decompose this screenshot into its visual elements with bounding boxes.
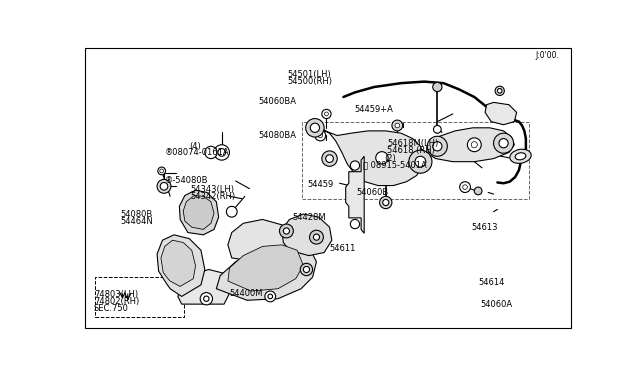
Circle shape <box>300 263 312 276</box>
Text: 54500(RH): 54500(RH) <box>287 77 333 86</box>
Circle shape <box>284 228 289 234</box>
Polygon shape <box>428 128 515 162</box>
Circle shape <box>428 136 447 156</box>
Circle shape <box>192 204 207 219</box>
Circle shape <box>280 224 293 238</box>
Circle shape <box>214 145 230 160</box>
Polygon shape <box>216 239 316 300</box>
Circle shape <box>310 123 319 132</box>
Text: ®-54080B: ®-54080B <box>164 176 208 186</box>
Bar <box>302 122 529 199</box>
Circle shape <box>460 182 470 192</box>
Circle shape <box>318 133 323 138</box>
Circle shape <box>315 130 326 141</box>
Circle shape <box>157 179 171 193</box>
Circle shape <box>467 138 481 152</box>
Polygon shape <box>157 235 205 296</box>
Text: 54618M(LH): 54618M(LH) <box>387 139 438 148</box>
Text: 54060B: 54060B <box>356 188 389 197</box>
Circle shape <box>376 152 388 164</box>
Text: Ⓜ 08915-5401A: Ⓜ 08915-5401A <box>364 160 428 169</box>
Text: 74802(RH): 74802(RH) <box>94 297 139 306</box>
Circle shape <box>268 294 273 299</box>
Circle shape <box>324 112 328 116</box>
Circle shape <box>495 86 504 96</box>
Circle shape <box>433 142 442 151</box>
Circle shape <box>474 187 482 195</box>
Polygon shape <box>346 156 364 233</box>
Circle shape <box>204 296 209 301</box>
Polygon shape <box>161 240 196 286</box>
Text: 54400M: 54400M <box>230 289 263 298</box>
Text: 54060BA: 54060BA <box>258 97 296 106</box>
Text: 54464N: 54464N <box>120 217 153 226</box>
Circle shape <box>380 196 392 209</box>
Circle shape <box>205 146 217 158</box>
Circle shape <box>383 199 389 206</box>
Circle shape <box>463 185 467 189</box>
Text: SEC.750: SEC.750 <box>94 304 129 312</box>
Circle shape <box>265 291 276 302</box>
Circle shape <box>218 148 225 156</box>
Circle shape <box>196 209 202 215</box>
Circle shape <box>322 151 337 166</box>
Polygon shape <box>179 190 219 235</box>
Polygon shape <box>282 214 332 256</box>
Text: (2): (2) <box>384 154 396 163</box>
Text: 54060A: 54060A <box>481 300 513 309</box>
Text: 54343(LH): 54343(LH) <box>190 185 234 194</box>
Polygon shape <box>228 245 303 291</box>
Circle shape <box>350 219 360 229</box>
Polygon shape <box>178 269 232 304</box>
Text: 54613: 54613 <box>471 224 497 232</box>
Polygon shape <box>183 196 214 230</box>
Circle shape <box>493 133 513 153</box>
Circle shape <box>160 183 168 190</box>
Text: 54459+A: 54459+A <box>355 105 394 115</box>
Circle shape <box>314 234 319 240</box>
Circle shape <box>409 150 432 173</box>
Circle shape <box>433 125 441 133</box>
Text: 54080B: 54080B <box>120 210 152 219</box>
Ellipse shape <box>515 153 526 160</box>
Text: 54342(RH): 54342(RH) <box>190 192 235 201</box>
Text: (4): (4) <box>189 141 201 151</box>
Text: 54618 (RH): 54618 (RH) <box>387 146 435 155</box>
Circle shape <box>499 139 508 148</box>
Text: 54611: 54611 <box>329 244 355 253</box>
Text: 54080BA: 54080BA <box>258 131 296 140</box>
Circle shape <box>303 266 310 273</box>
Circle shape <box>160 169 164 173</box>
Polygon shape <box>312 125 424 186</box>
Circle shape <box>350 161 360 170</box>
Text: 54614: 54614 <box>479 279 505 288</box>
Ellipse shape <box>510 149 531 163</box>
Circle shape <box>497 89 502 93</box>
Circle shape <box>306 119 324 137</box>
Text: 54501(LH): 54501(LH) <box>287 70 332 79</box>
Text: 54428M: 54428M <box>292 212 326 222</box>
Circle shape <box>310 230 323 244</box>
Circle shape <box>392 120 403 131</box>
Circle shape <box>415 156 426 167</box>
Circle shape <box>322 109 331 119</box>
Text: J:0'00.: J:0'00. <box>535 51 559 60</box>
Circle shape <box>200 293 212 305</box>
Text: ®08074-0161A: ®08074-0161A <box>164 148 229 157</box>
Circle shape <box>227 206 237 217</box>
Circle shape <box>326 155 333 163</box>
Circle shape <box>395 123 399 128</box>
Bar <box>95 277 184 317</box>
Circle shape <box>433 82 442 92</box>
Text: 54459: 54459 <box>307 180 333 189</box>
Polygon shape <box>485 102 516 125</box>
Circle shape <box>471 142 477 148</box>
Text: 74803(LH): 74803(LH) <box>94 290 138 299</box>
Circle shape <box>158 167 166 175</box>
Polygon shape <box>228 219 293 263</box>
